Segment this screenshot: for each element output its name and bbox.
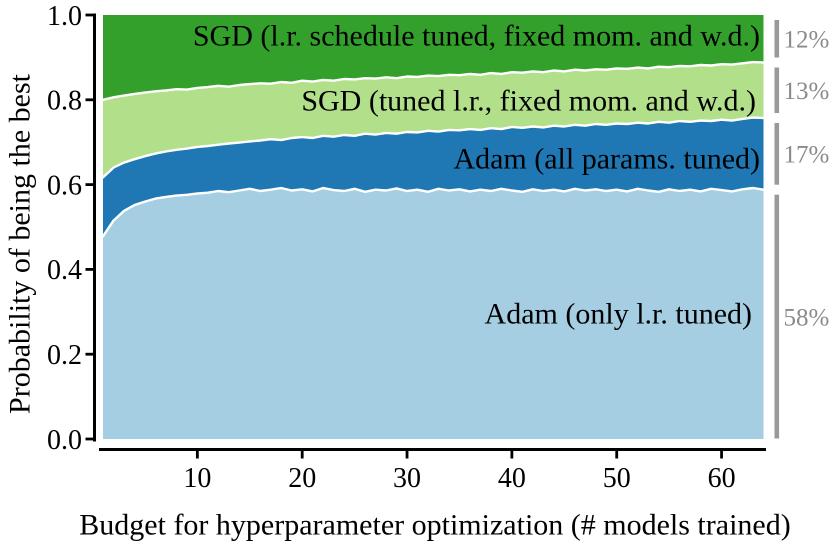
area-sgd-tuned-l-r-fixed-mom-and-w-d	[103, 62, 764, 178]
x-tick-label-40: 40	[498, 463, 526, 494]
share-bar-sgd-l-r-schedule-tuned-fixed-mom-and-w-d	[774, 20, 780, 58]
area-adam-only-l-r-tuned	[103, 188, 764, 439]
boundary-line-2	[101, 60, 765, 102]
series-annotation-sgd-l-r-schedule-tuned-fixed-mom-and-w-d: SGD (l.r. schedule tuned, fixed mom. and…	[193, 20, 760, 53]
x-tick-label-10: 10	[183, 463, 211, 494]
annotations-layer: Adam (only l.r. tuned) Adam (all params. …	[193, 20, 760, 331]
share-bar-sgd-tuned-l-r-fixed-mom-and-w-d	[774, 67, 780, 114]
share-label-sgd-l-r-schedule-tuned-fixed-mom-and-w-d: 12%	[784, 26, 830, 53]
share-bars-layer: 58% 17% 13% 12%	[774, 20, 830, 439]
series-annotation-adam-all-params-tuned: Adam (all params. tuned)	[453, 143, 760, 176]
y-tick-label-0.2: 0.2	[47, 340, 82, 371]
share-bar-adam-all-params-tuned	[774, 123, 780, 185]
share-bar-adam-only-l-r-tuned	[774, 194, 780, 439]
share-label-adam-all-params-tuned: 17%	[784, 142, 830, 169]
series-annotation-adam-only-l-r-tuned: Adam (only l.r. tuned)	[485, 298, 752, 331]
x-tick-label-60: 60	[708, 463, 736, 494]
x-tick-label-20: 20	[288, 463, 316, 494]
area-adam-all-params-tuned	[103, 117, 764, 237]
share-label-sgd-tuned-l-r-fixed-mom-and-w-d: 13%	[784, 78, 830, 105]
x-tick-label-50: 50	[603, 463, 631, 494]
y-tick-label-0.6: 0.6	[47, 170, 82, 201]
y-tick-label-0: 0.0	[47, 425, 82, 456]
y-tick-label-0.4: 0.4	[47, 255, 82, 286]
boundary-line-0	[101, 186, 765, 238]
axes-layer: 0.0 0.2 0.4 0.6 0.8 1.0 10 20 30 40 50 60	[47, 1, 766, 494]
y-tick-label-1: 1.0	[47, 1, 82, 32]
x-tick-label-30: 30	[393, 463, 421, 494]
x-axis-title: Budget for hyperparameter optimization (…	[79, 509, 790, 542]
boundary-line-1	[101, 116, 765, 179]
area-sgd-l-r-schedule-tuned-fixed-mom-and-w-d	[103, 15, 764, 100]
series-annotation-sgd-tuned-l-r-fixed-mom-and-w-d: SGD (tuned l.r., fixed mom. and w.d.)	[301, 85, 756, 118]
boundaries-layer	[101, 60, 765, 238]
share-label-adam-only-l-r-tuned: 58%	[784, 304, 830, 331]
y-tick-label-0.8: 0.8	[47, 86, 82, 117]
y-axis-title: Probability of being the best	[4, 73, 37, 414]
areas-layer	[103, 15, 764, 439]
